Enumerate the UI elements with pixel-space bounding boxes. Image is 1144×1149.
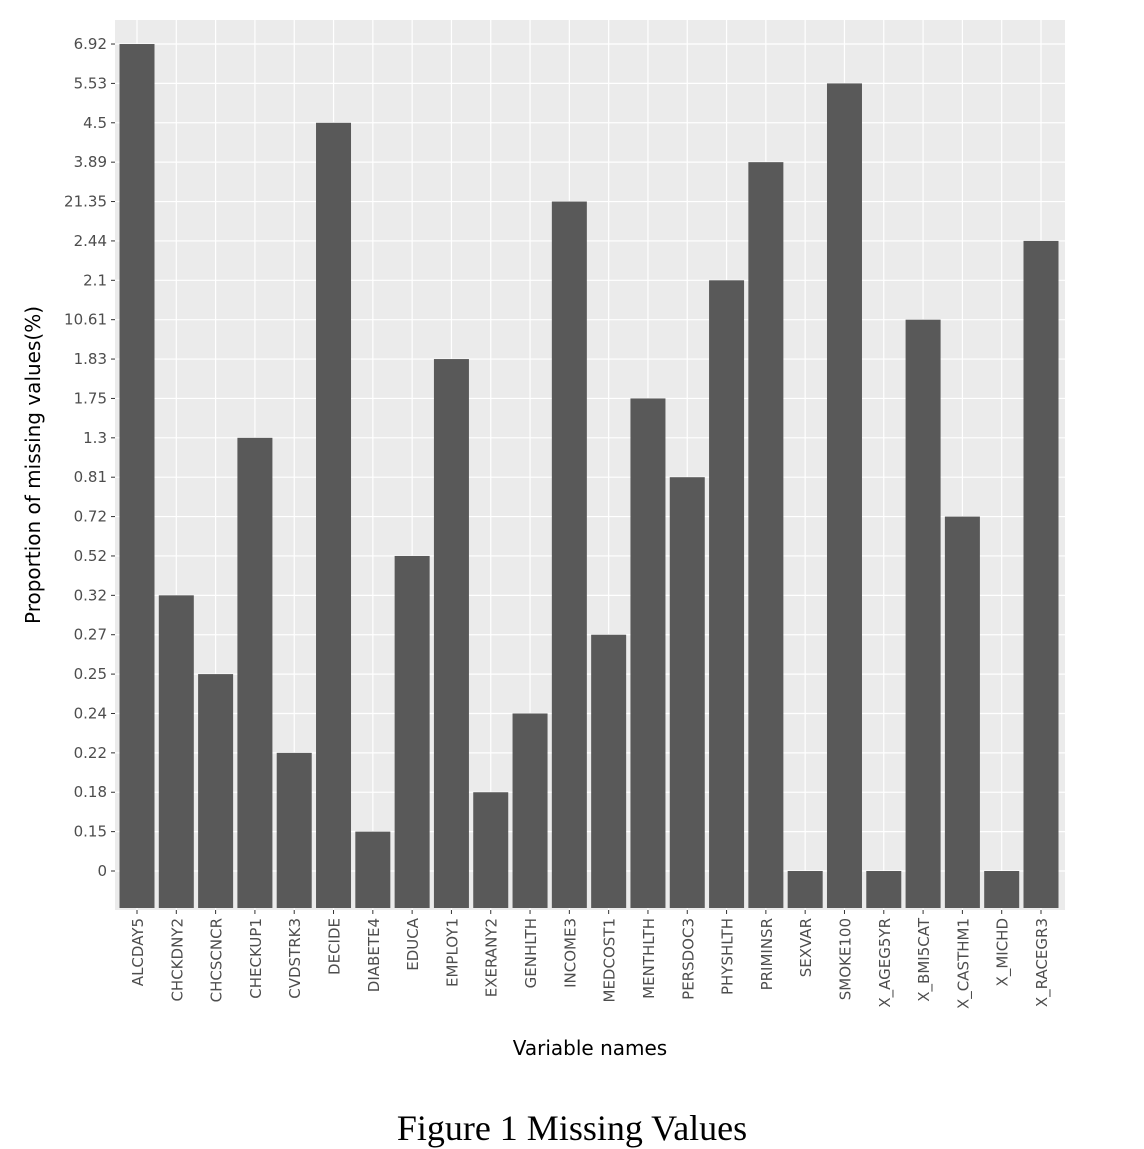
bar [473,792,509,908]
y-tick-label: 0 [97,862,107,880]
x-tick-label: EMPLOY1 [443,918,461,987]
bar [630,398,666,908]
x-tick-label: X_BMI5CAT [915,917,934,1002]
bar [984,871,1020,908]
x-tick-label: SMOKE100 [836,918,854,1000]
bar [787,871,823,908]
x-tick-label: X_CASTHM1 [954,918,973,1009]
x-tick-label: CHCSCNCR [208,918,226,1002]
bar [905,319,941,908]
bar [316,122,352,908]
bar [826,83,862,908]
bar [669,477,705,908]
bar [591,634,627,908]
y-tick-label: 3.89 [74,153,107,171]
bar [709,280,745,908]
bar [944,516,980,908]
x-tick-label: ALCDAY5 [129,918,147,986]
x-axis-label: Variable names [513,1036,667,1060]
y-tick-label: 6.92 [74,35,107,53]
y-tick-label: 2.44 [74,232,107,250]
caption: Figure 1 Missing Values [397,1108,747,1148]
y-tick-label: 0.15 [74,823,107,841]
y-tick-label: 10.61 [64,311,107,329]
x-tick-label: X_MICHD [994,918,1013,986]
x-tick-label: INCOME3 [561,918,579,988]
x-tick-label: EDUCA [404,917,422,970]
bar [1023,240,1059,909]
y-tick-label: 1.83 [74,350,107,368]
bar [198,674,234,908]
bar [276,752,312,908]
bar [237,437,273,908]
y-tick-label: 1.75 [74,389,107,407]
x-tick-label: PERSDOC3 [679,918,697,1000]
bar [866,871,902,908]
x-tick-label: CVDSTRK3 [286,918,304,999]
y-tick-label: 0.81 [74,468,107,486]
y-tick-label: 0.72 [74,508,107,526]
bar [551,201,587,909]
x-tick-label: PHYSHLTH [719,918,737,995]
y-tick-label: 2.1 [83,271,107,289]
x-tick-label: CHECKUP1 [247,918,265,999]
x-tick-label: DECIDE [326,918,344,975]
y-tick-label: 0.18 [74,783,107,801]
y-tick-label: 0.32 [74,586,107,604]
y-tick-label: 0.24 [74,704,107,722]
y-tick-label: 0.52 [74,547,107,565]
bar [433,359,469,908]
y-tick-label: 1.3 [83,429,107,447]
x-tick-label: SEXVAR [797,918,815,977]
bar [158,595,194,908]
y-tick-label: 0.27 [74,626,107,644]
x-tick-label: X_AGEG5YR [876,918,895,1008]
y-tick-label: 5.53 [74,74,107,92]
x-tick-label: PRIMINSR [758,918,776,990]
x-tick-label: X_RACEGR3 [1033,918,1052,1007]
y-axis-label: Proportion of missing values(%) [21,306,45,624]
bar [748,162,784,908]
y-tick-label: 4.5 [83,114,107,132]
x-tick-label: CHCKDNY2 [168,918,186,1002]
bar [394,555,430,908]
y-tick-label: 0.22 [74,744,107,762]
bar [355,831,391,908]
x-tick-label: MENTHLTH [640,918,658,999]
y-tick-label: 0.25 [74,665,107,683]
x-tick-label: MEDCOST1 [601,918,619,1002]
bar [119,44,155,908]
y-tick-label: 21.35 [64,193,107,211]
bar [512,713,548,908]
x-tick-label: DIABETE4 [365,918,383,992]
x-tick-label: EXERANY2 [483,918,501,997]
x-tick-label: GENHLTH [522,918,540,988]
